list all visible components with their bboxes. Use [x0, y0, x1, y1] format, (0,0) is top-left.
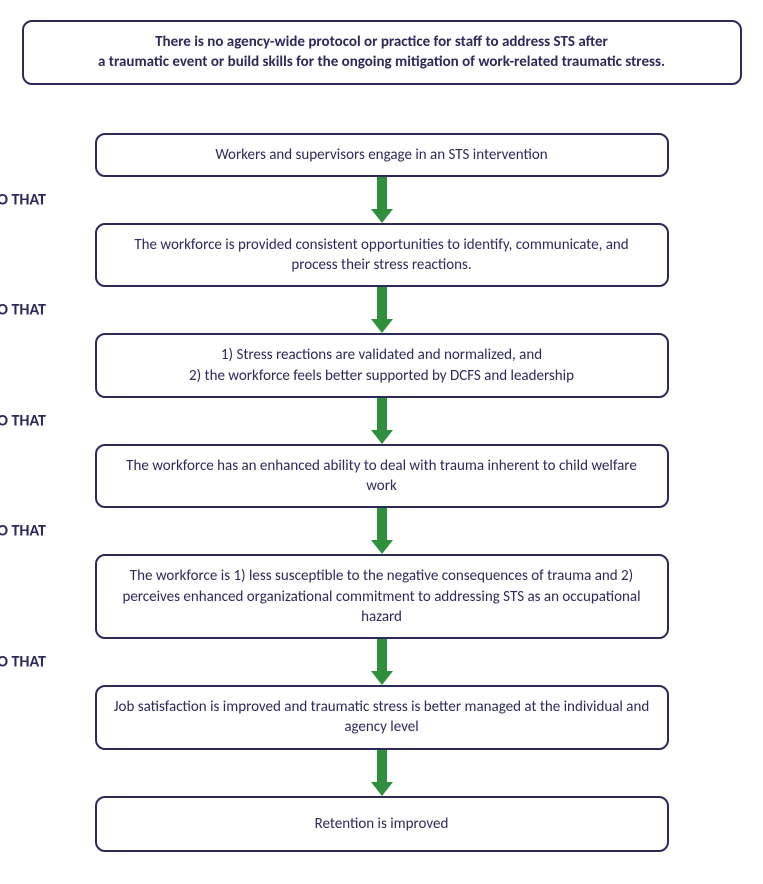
so-that-label-0: SO THAT — [0, 190, 46, 209]
flow-box-0-line-0: Workers and supervisors engage in an STS… — [215, 146, 547, 164]
header-line1: There is no agency-wide protocol or prac… — [155, 33, 608, 51]
flow-box-1-line-0: The workforce is provided consistent opp… — [134, 236, 628, 274]
header-line2: a traumatic event or build skills for th… — [98, 53, 665, 71]
flow-box-3-line-0: The workforce has an enhanced ability to… — [126, 457, 637, 495]
flow-box-4-line-0: The workforce is 1) less susceptible to … — [122, 567, 640, 626]
connector-4: SO THAT — [95, 639, 669, 685]
arrow-down-icon — [371, 508, 393, 554]
connector-1: SO THAT — [95, 287, 669, 333]
flow-box-4: The workforce is 1) less susceptible to … — [95, 554, 669, 639]
arrow-down-icon — [371, 639, 393, 685]
connector-0: SO THAT — [95, 177, 669, 223]
flow-box-2: 1) Stress reactions are validated and no… — [95, 333, 669, 398]
flow-column: Workers and supervisors engage in an STS… — [17, 133, 747, 852]
header-box: There is no agency-wide protocol or prac… — [22, 20, 742, 85]
arrow-down-icon — [371, 398, 393, 444]
flow-box-3: The workforce has an enhanced ability to… — [95, 444, 669, 509]
connector-3: SO THAT — [95, 508, 669, 554]
connector-5 — [95, 750, 669, 796]
arrow-down-icon — [371, 750, 393, 796]
flow-box-1: The workforce is provided consistent opp… — [95, 223, 669, 288]
so-that-label-1: SO THAT — [0, 301, 46, 320]
flow-box-6: Retention is improved — [95, 796, 669, 852]
flow-box-2-line-1: 2) the workforce feels better supported … — [189, 367, 574, 385]
flow-box-5-line-0: Job satisfaction is improved and traumat… — [114, 698, 649, 736]
arrow-down-icon — [371, 287, 393, 333]
flow-box-5: Job satisfaction is improved and traumat… — [95, 685, 669, 750]
flow-box-0: Workers and supervisors engage in an STS… — [95, 133, 669, 177]
diagram-container: There is no agency-wide protocol or prac… — [17, 20, 747, 852]
so-that-label-4: SO THAT — [0, 653, 46, 672]
flow-box-6-line-0: Retention is improved — [315, 815, 449, 833]
connector-2: SO THAT — [95, 398, 669, 444]
so-that-label-2: SO THAT — [0, 411, 46, 430]
so-that-label-3: SO THAT — [0, 522, 46, 541]
flow-box-2-line-0: 1) Stress reactions are validated and no… — [221, 346, 542, 364]
arrow-down-icon — [371, 177, 393, 223]
